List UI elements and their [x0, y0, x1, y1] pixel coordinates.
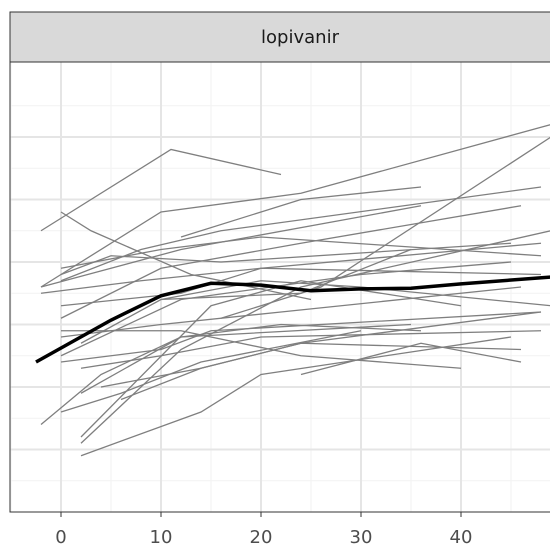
- x-tick-label: 10: [150, 527, 173, 548]
- subject-line: [80, 323, 422, 394]
- subject-line: [80, 336, 512, 457]
- subject-line: [60, 205, 522, 319]
- subject-line: [60, 261, 512, 357]
- x-tick-label: 0: [55, 527, 66, 548]
- subject-line: [40, 205, 422, 288]
- x-tick-label: 40: [450, 527, 473, 548]
- strip-label: lopivanir: [261, 27, 340, 48]
- strip: [9, 11, 550, 63]
- subject-line: [60, 311, 542, 363]
- subject-line: [60, 186, 542, 282]
- x-tick-label: 30: [350, 527, 373, 548]
- subject-line: [80, 230, 550, 444]
- subject-line: [40, 148, 282, 232]
- subject-line: [80, 280, 462, 438]
- subject-line: [220, 136, 550, 319]
- subject-line: [61, 330, 462, 369]
- panel-border: [9, 61, 550, 513]
- subject-line: [60, 236, 542, 269]
- x-tick-label: 20: [250, 527, 273, 548]
- subject-line: [160, 280, 550, 307]
- subject-line: [40, 124, 550, 288]
- subject-line: [80, 330, 542, 369]
- subject-line: [40, 242, 542, 294]
- subject-line: [40, 323, 412, 425]
- subject-line: [300, 342, 522, 376]
- subject-line: [80, 248, 412, 344]
- smooth-line: [35, 275, 550, 364]
- subject-line: [60, 330, 362, 413]
- subject-line: [180, 186, 422, 238]
- subject-line: [60, 242, 512, 276]
- subject-line: [120, 311, 542, 401]
